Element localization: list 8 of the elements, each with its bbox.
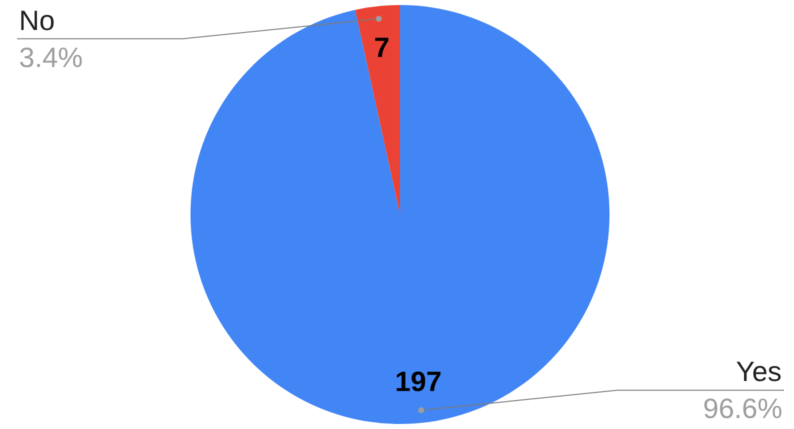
pie-slice (355, 5, 400, 214)
pie-slice (190, 5, 610, 424)
data-label: 7 (374, 32, 390, 63)
data-label: 197 (395, 366, 442, 397)
text: 96.6% (703, 393, 782, 424)
text: 3.4% (19, 42, 83, 73)
slice-label: No (19, 5, 55, 36)
slice-label: Yes (736, 356, 782, 387)
